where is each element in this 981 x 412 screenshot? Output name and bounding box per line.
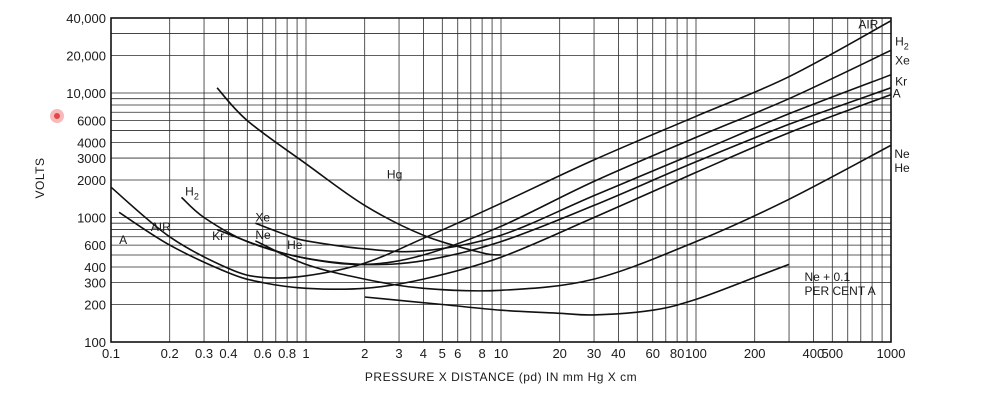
x-tick-label: 0.3 — [195, 346, 213, 361]
grid-layer — [110, 17, 892, 343]
y-tick-label: 1000 — [77, 210, 106, 225]
series-line-h2 — [180, 49, 892, 266]
x-tick-label: 20 — [552, 346, 566, 361]
x-tick-label: 1000 — [877, 346, 906, 361]
y-tick-label: 6000 — [77, 114, 106, 129]
x-tick-label: 2 — [361, 346, 368, 361]
y-tick-label: 10,000 — [66, 86, 106, 101]
x-tick-label: 0.2 — [161, 346, 179, 361]
curve-label-ne: Ne — [255, 228, 271, 242]
series-label-ne-0-1-per-cent-a: PER CENT A — [804, 284, 875, 298]
x-tick-label: 200 — [744, 346, 766, 361]
series-line-hg — [216, 87, 502, 256]
series-line-xe — [255, 74, 892, 253]
series-label-ne-he: Ne — [894, 147, 910, 161]
x-tick-label: 0.4 — [219, 346, 237, 361]
series-label-xe: Xe — [895, 53, 910, 67]
x-tick-label: 500 — [821, 346, 843, 361]
series-label-ne-he: He — [894, 161, 910, 175]
x-tick-label: 4 — [420, 346, 427, 361]
curve-label-air: AIR — [151, 220, 171, 234]
series-label-a: A — [893, 86, 901, 100]
series-label-air: AIR — [858, 17, 878, 31]
x-tick-label: 100 — [685, 346, 707, 361]
curve-label-xe: Xe — [255, 210, 270, 224]
series-label-hg: Hg — [387, 168, 402, 182]
series-line-ne-he — [255, 144, 892, 292]
y-tick-label: 300 — [84, 276, 106, 291]
x-tick-label: 6 — [454, 346, 461, 361]
y-tick-label: 600 — [84, 238, 106, 253]
mouse-pointer-icon — [50, 109, 64, 123]
curve-label-kr: Kr — [212, 229, 224, 243]
x-tick-label: 1 — [302, 346, 309, 361]
x-tick-label: 8 — [478, 346, 485, 361]
series-label-kr: Kr — [895, 74, 907, 88]
curve-label-h2: H2 — [185, 185, 199, 202]
series-label-ne-0-1-per-cent-a: Ne + 0.1 — [804, 270, 850, 284]
tick-label-layer: 0.1 0.2 0.3 0.4 0.6 0.8 1 2 3 4 5 6 8 10 20 30 40 60 80 100… — [66, 11, 905, 361]
x-tick-label: 0.8 — [278, 346, 296, 361]
y-tick-label: 200 — [84, 298, 106, 313]
series-line-ne-0-1-per-cent-a — [364, 263, 790, 316]
x-tick-label: 40 — [611, 346, 625, 361]
plot-frame — [110, 17, 892, 343]
x-axis-label: PRESSURE X DISTANCE (pd) IN mm Hg X cm — [365, 370, 637, 384]
y-tick-label: 40,000 — [66, 11, 106, 26]
x-tick-label: 3 — [395, 346, 402, 361]
y-tick-label: 100 — [84, 335, 106, 350]
y-tick-label: 4000 — [77, 136, 106, 151]
y-tick-label: 3000 — [77, 151, 106, 166]
y-tick-label: 20,000 — [66, 48, 106, 63]
x-tick-label: 10 — [494, 346, 508, 361]
x-tick-label: 400 — [803, 346, 825, 361]
y-tick-label: 2000 — [77, 173, 106, 188]
x-tick-label: 0.1 — [102, 346, 120, 361]
x-tick-label: 5 — [439, 346, 446, 361]
y-tick-label: 400 — [84, 260, 106, 275]
x-tick-label: 0.6 — [254, 346, 272, 361]
series-line-air — [110, 20, 892, 279]
y-axis-label: VOLTS — [33, 158, 47, 199]
curve-label-a: A — [119, 233, 127, 247]
series-label-h2: H2 — [895, 35, 909, 52]
curve-label-he: He — [287, 238, 303, 252]
x-tick-label: 60 — [646, 346, 660, 361]
curve-layer — [110, 20, 892, 316]
x-tick-label: 80 — [670, 346, 684, 361]
series-line-a — [118, 93, 892, 290]
series-line-kr — [216, 87, 892, 266]
x-tick-label: 30 — [587, 346, 601, 361]
